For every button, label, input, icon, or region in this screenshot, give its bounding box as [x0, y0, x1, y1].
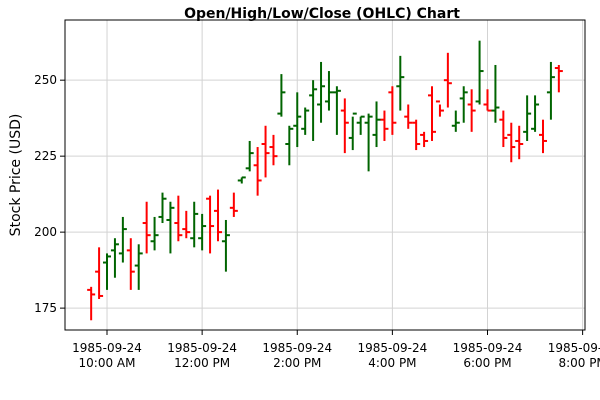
x-tick-label: 1985-09-248:00 PM: [548, 341, 600, 370]
x-tick-label: 1985-09-24 10:00 AM: [72, 341, 142, 370]
x-tick-label: 1985-09-24 2:00 PM: [262, 341, 332, 370]
x-tick-label: 1985-09-24 6:00 PM: [453, 341, 523, 370]
y-tick-label: 250: [34, 73, 57, 87]
x-tick-label: 1985-09-24 4:00 PM: [358, 341, 428, 370]
y-tick-label: 175: [34, 301, 57, 315]
y-axis-label: Stock Price (USD): [8, 114, 24, 237]
y-tick-label: 225: [34, 149, 57, 163]
chart-title: Open/High/Low/Close (OHLC) Chart: [184, 6, 460, 22]
plot-frame: [64, 19, 586, 331]
y-tick-label: 200: [34, 225, 57, 239]
x-tick-label: 1985-09-24 12:00 PM: [167, 341, 237, 370]
